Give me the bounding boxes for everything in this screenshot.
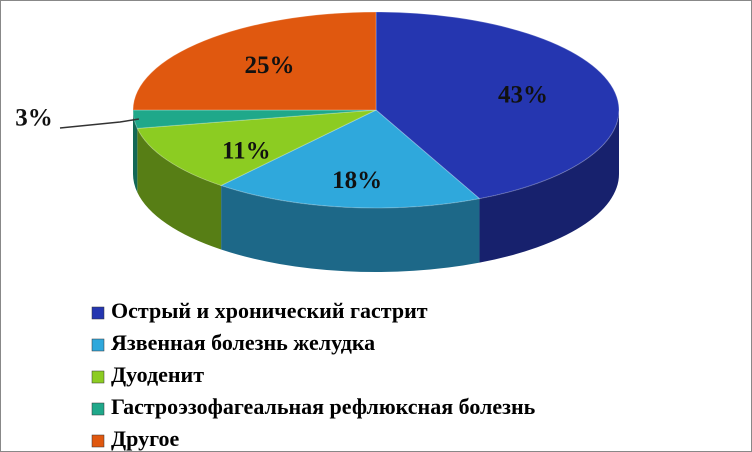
legend-swatch: [91, 402, 105, 416]
slice: [219, 109, 481, 209]
data-label: 43%: [498, 81, 548, 108]
data-label: 3%: [15, 105, 53, 132]
slice: [375, 11, 620, 200]
slice: [132, 11, 377, 111]
legend-label: Гастроэзофагеальная рефлюксная болезнь: [111, 394, 536, 419]
legend-label: Острый и хронический гастрит: [111, 298, 428, 323]
slice-side: [137, 128, 222, 250]
legend-label: Язвенная болезнь желудка: [111, 330, 375, 355]
data-label: 18%: [332, 167, 382, 194]
legend-label: Дуоденит: [111, 362, 204, 387]
leader-line: [59, 118, 140, 129]
legend-swatch: [91, 370, 105, 384]
legend-swatch: [91, 338, 105, 352]
slice-side: [479, 110, 619, 263]
legend-swatch: [91, 306, 105, 320]
legend-label: Другое: [111, 426, 180, 451]
data-label: 25%: [244, 52, 294, 79]
slice: [136, 109, 377, 187]
slice-side: [221, 185, 480, 272]
data-label: 11%: [222, 138, 271, 165]
slice-side: [133, 110, 138, 193]
legend-swatch: [91, 434, 105, 448]
